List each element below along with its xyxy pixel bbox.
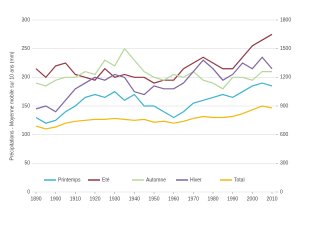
y-tick-label: 250: [22, 46, 31, 52]
x-tick-label: 1920: [89, 196, 100, 202]
x-tick-label: 1970: [188, 196, 199, 202]
y2-tick-label: 1500: [280, 46, 291, 52]
x-tick-label: 2000: [247, 196, 258, 202]
y-tick-label: 0: [27, 189, 30, 195]
legend-label: Eté: [102, 177, 110, 183]
x-tick-label: 1960: [168, 196, 179, 202]
legend-label: Printemps: [58, 177, 81, 183]
y-axis-label: Précipitations - Moyenne mobile sur 10 a…: [9, 51, 15, 160]
y2-tick-label: 600: [280, 132, 289, 138]
x-tick-label: 1930: [109, 196, 120, 202]
y2-tick-label: 300: [280, 161, 289, 167]
x-tick-label: 1990: [227, 196, 238, 202]
y2-tick-label: 0: [280, 189, 283, 195]
y2-tick-label: 900: [280, 103, 289, 109]
x-tick-label: 2010: [266, 196, 277, 202]
series-line: [35, 82, 273, 124]
legend-label: Hiver: [190, 177, 202, 183]
legend-label: Total: [234, 177, 245, 183]
x-tick-label: 1940: [129, 196, 140, 202]
y-tick-label: 50: [24, 161, 30, 167]
y-tick-label: 300: [22, 17, 31, 23]
chart: Précipitations - Moyenne mobile sur 10 a…: [0, 0, 300, 225]
y2-tick-label: 1800: [280, 17, 291, 23]
y-tick-label: 200: [22, 75, 31, 81]
x-tick-label: 1890: [30, 196, 41, 202]
series-line: [35, 56, 273, 113]
series-line: [35, 33, 273, 84]
x-tick-label: 1950: [148, 196, 159, 202]
x-tick-label: 1980: [207, 196, 218, 202]
series-line: [35, 47, 272, 90]
y-tick-label: 150: [22, 103, 31, 109]
x-tick-label: 1910: [70, 196, 81, 202]
series-line: [35, 105, 273, 130]
background: [0, 0, 300, 225]
legend-label: Automne: [146, 177, 166, 183]
y-tick-label: 100: [22, 132, 31, 138]
y2-tick-label: 1200: [280, 75, 291, 81]
x-tick-label: 1900: [50, 196, 61, 202]
